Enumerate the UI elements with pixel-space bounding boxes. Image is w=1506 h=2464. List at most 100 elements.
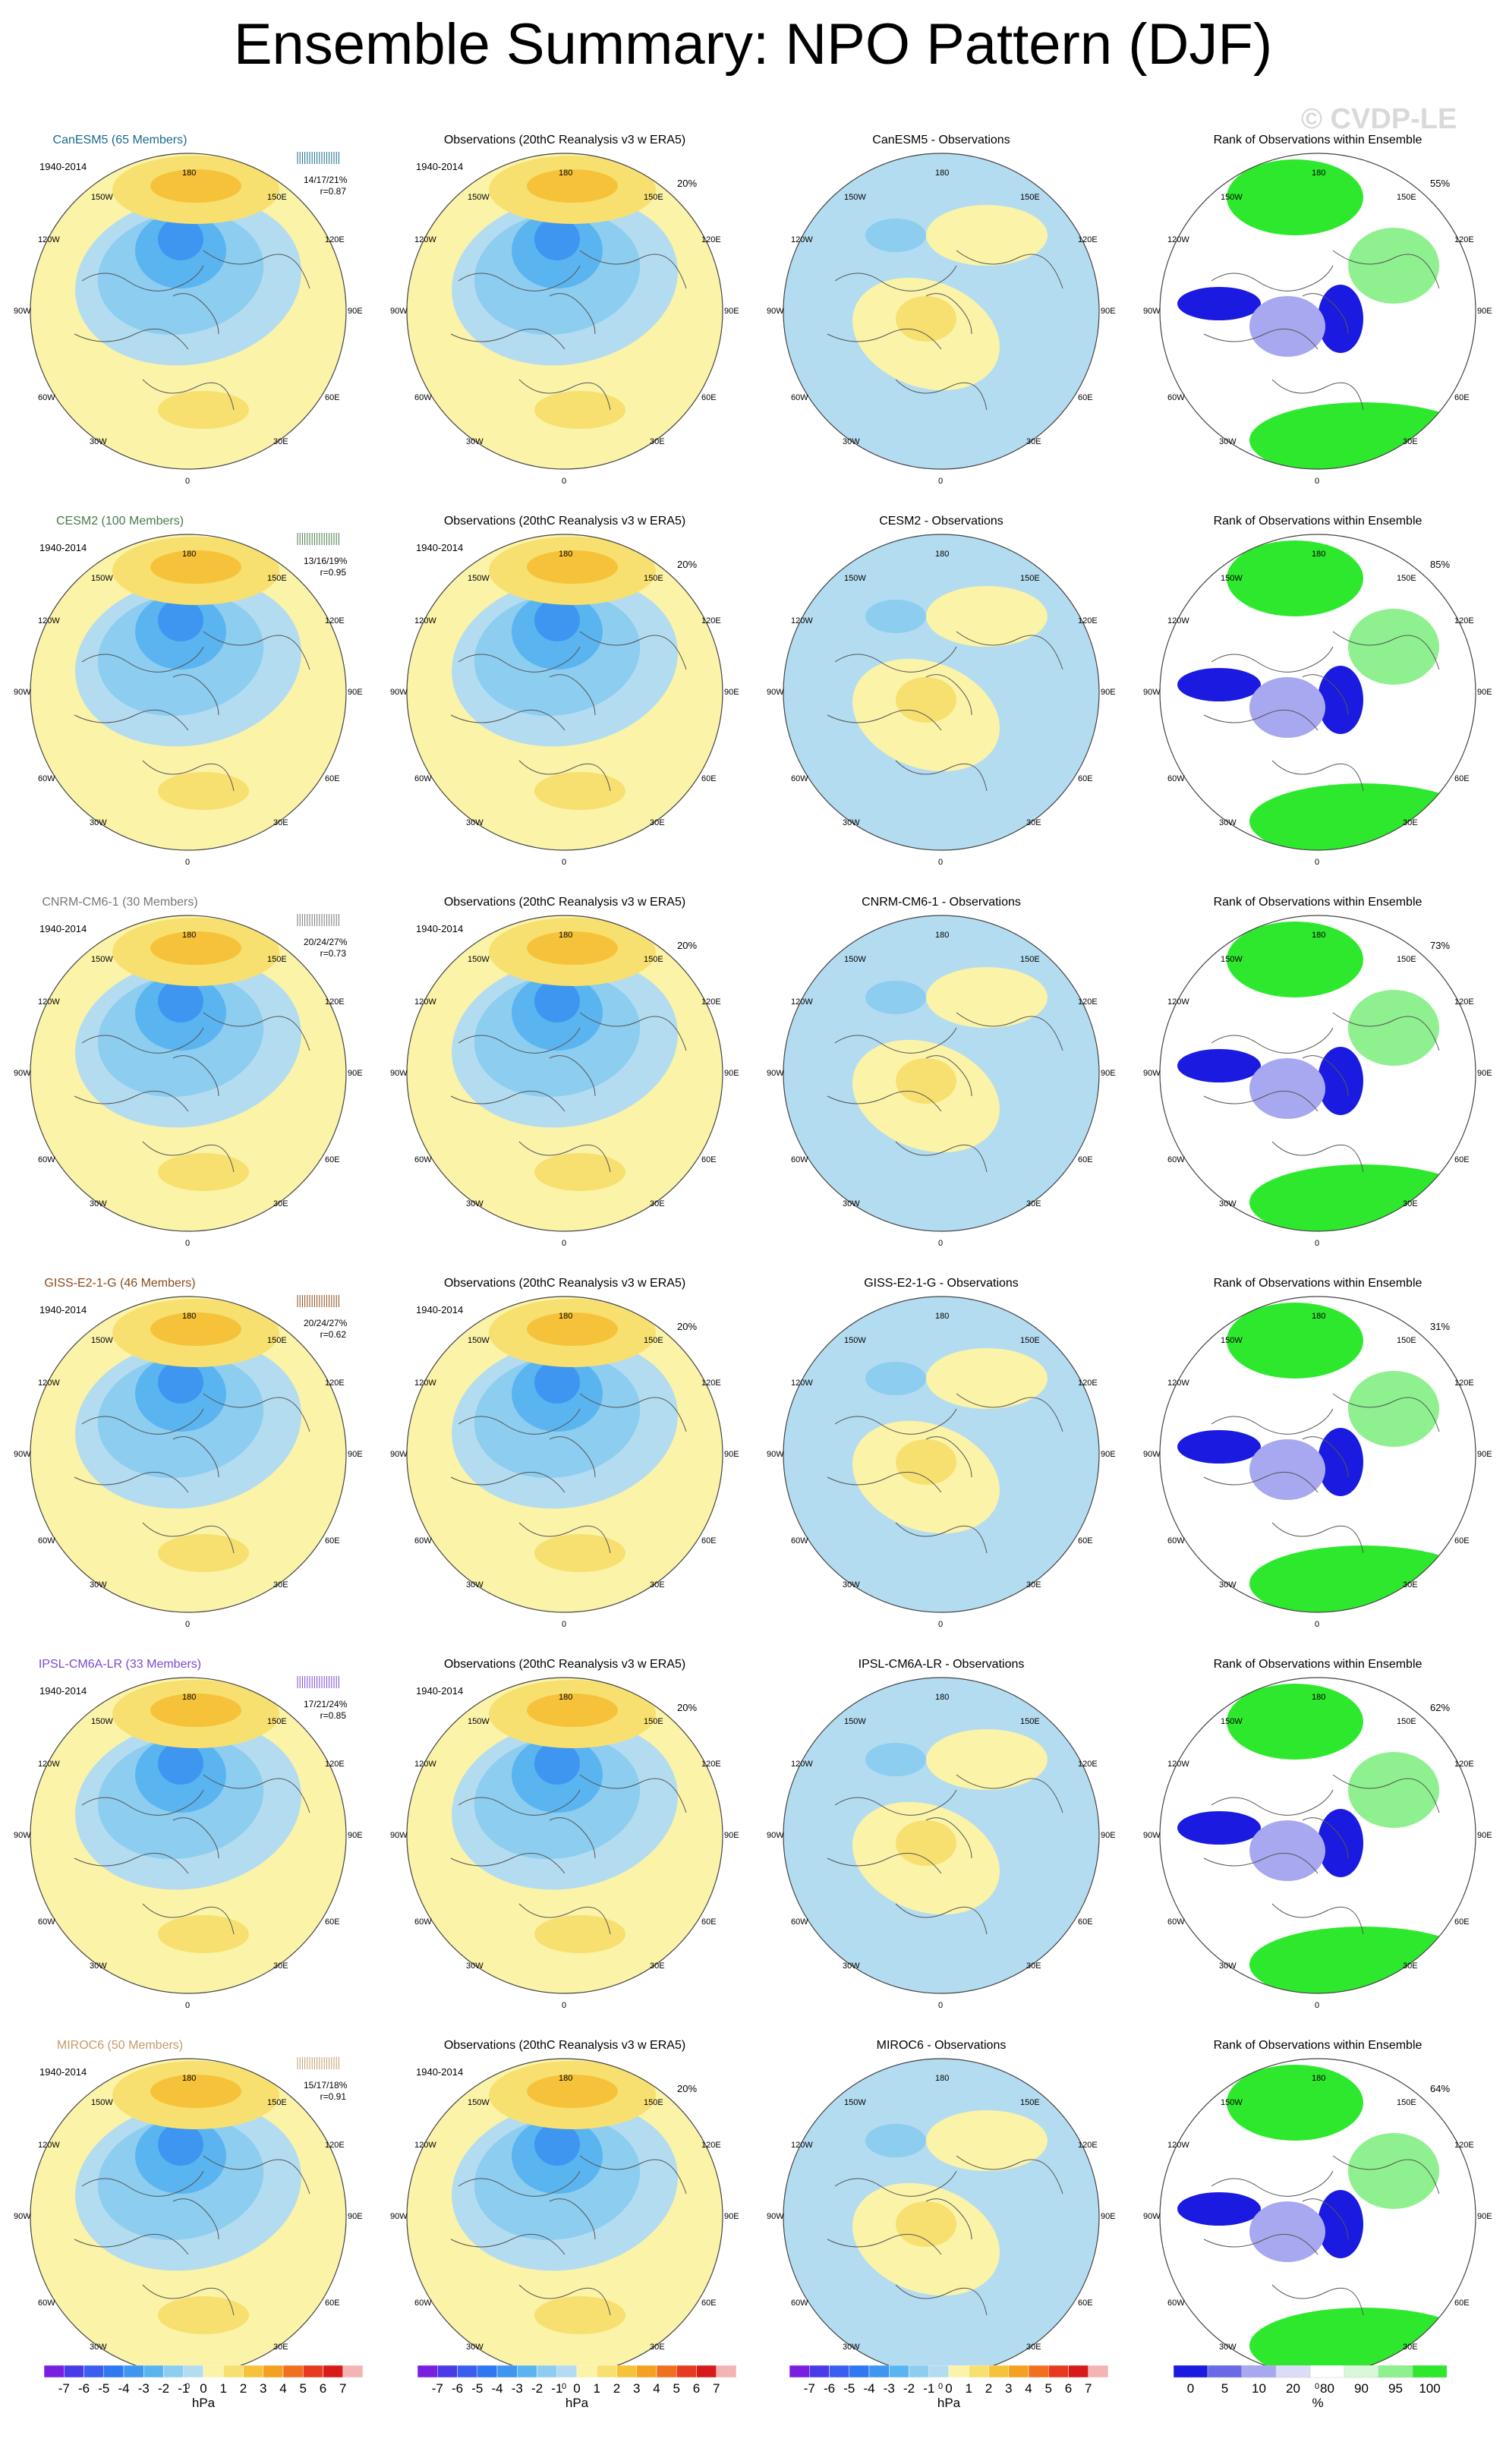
lon-label-top: 180: [1312, 931, 1326, 940]
coastline-1: [450, 1852, 566, 1874]
polar-map: [406, 1677, 723, 1994]
colorbar-svg: -7 -6 -5 -4 -3 -2 -1 0 1 2 3 4 5 6 7: [789, 2365, 1109, 2396]
rank-pct: 64%: [1430, 2083, 1451, 2094]
lon-label-ul1: 150W: [1221, 1717, 1243, 1726]
coastline-2: [1332, 1393, 1440, 1432]
lon-label-right: 90E: [348, 307, 363, 316]
obs-title: Observations (20thC Reanalysis v3 w ERA5…: [443, 515, 686, 528]
coastline-4: [172, 1436, 219, 1478]
lon-label-left: 90W: [390, 688, 408, 697]
model-stats: 20/24/27% r=0.73: [304, 937, 347, 959]
member-ticks: [297, 1295, 339, 1307]
map-boundary: [783, 153, 1100, 470]
lon-label-top: 180: [935, 931, 950, 940]
colorbar-svg: -7 -6 -5 -4 -3 -2 -1 0 1 2 3 4 5 6 7: [417, 2365, 737, 2396]
colorbar-tick-label: -1: [178, 2381, 189, 2396]
diff-neg-0: [865, 981, 926, 1014]
lon-label-lr2: 30E: [1026, 2343, 1041, 2352]
coastline-1: [450, 1471, 566, 1493]
rank-low-0: [1177, 2192, 1261, 2226]
lon-label-top: 180: [1312, 2074, 1326, 2083]
colorbar-tick-label: -7: [804, 2381, 815, 2396]
rank-low-2: [1249, 1058, 1325, 1119]
period-label: 1940-2014: [39, 161, 87, 172]
lon-label-left: 90W: [767, 1831, 784, 1840]
colorbar-swatch: [1008, 2365, 1029, 2378]
lon-label-ul2: 120W: [791, 616, 813, 625]
rank-title: Rank of Observations within Ensemble: [1213, 896, 1423, 909]
colorbar-tick-label: 5: [1221, 2381, 1228, 2396]
polar-map: [406, 534, 723, 851]
coastline-0: [1211, 2170, 1334, 2197]
colorbar-hpa-1: -7 -6 -5 -4 -3 -2 -1 0 1 2 3 4 5 6 7 hPa: [36, 2365, 370, 2449]
lon-label-ll2: 30W: [466, 818, 484, 827]
lon-label-ul2: 120W: [414, 1760, 436, 1769]
colorbar-swatch: [1048, 2365, 1069, 2378]
lon-label-ll1: 60W: [1167, 393, 1185, 402]
colorbar-swatch: [969, 2365, 989, 2378]
anomaly-pos-2: [158, 1915, 249, 1953]
lon-label-right: 90E: [1101, 307, 1116, 316]
coastline-3: [895, 1903, 988, 1935]
lon-label-bottom: 0: [938, 1620, 944, 1629]
stats-r: r=0.91: [320, 2091, 346, 2102]
diff-pos-1: [926, 205, 1048, 266]
colorbar-swatch: [988, 2365, 1009, 2378]
colorbar-tick-label: -7: [432, 2381, 443, 2396]
lon-label-ur1: 150E: [267, 574, 287, 583]
coastline-3: [895, 1141, 988, 1173]
colorbar-unit: hPa: [565, 2396, 589, 2410]
watermark: © CVDP-LE: [1301, 103, 1457, 135]
coastline-3: [518, 2284, 611, 2316]
lon-label-ur1: 150E: [267, 1336, 287, 1345]
lon-label-left: 90W: [390, 2212, 408, 2221]
anomaly-neg-3: [534, 218, 580, 260]
anomaly-pos-2: [534, 391, 625, 429]
lon-label-ul1: 150W: [91, 193, 113, 202]
lon-label-ur1: 150E: [1020, 955, 1040, 964]
lon-label-ll1: 60W: [414, 2299, 432, 2308]
map-panel-r6-c3: MIROC6 - Observations 180 0 90W 90E 150W 120W 6…: [753, 2019, 1130, 2400]
colorbar-hpa-2: -7 -6 -5 -4 -3 -2 -1 0 1 2 3 4 5 6 7 hPa: [410, 2365, 744, 2449]
lon-label-left: 90W: [390, 307, 408, 316]
coastline-0: [458, 646, 581, 673]
coastline-0: [81, 646, 204, 673]
coastline-3: [1271, 1903, 1364, 1935]
colorbar-tick-label: 2: [240, 2381, 247, 2396]
anomaly-pos-1: [527, 1312, 618, 1346]
colorbar-tick-label: 6: [320, 2381, 326, 2396]
colorbar-swatch: [1207, 2365, 1243, 2378]
lon-label-ur2: 120E: [1078, 235, 1098, 244]
colorbar-tick-label: 7: [1085, 2381, 1092, 2396]
rank-high-0: [1227, 1303, 1363, 1379]
lon-label-ul1: 150W: [844, 1717, 866, 1726]
lon-label-top: 180: [182, 169, 197, 178]
polar-map: [1159, 2058, 1476, 2375]
colorbar-swatch: [809, 2365, 830, 2378]
colorbar-tick-label: 3: [260, 2381, 266, 2396]
colorbar-swatch: [1412, 2365, 1448, 2378]
colorbar-swatch: [1028, 2365, 1049, 2378]
colorbar-swatch: [44, 2365, 65, 2378]
polar-map: [783, 534, 1100, 851]
lon-label-ll2: 30W: [466, 1199, 484, 1208]
lon-label-ll2: 30W: [843, 2343, 860, 2352]
coastline-1: [450, 2233, 566, 2255]
rank-pct: 62%: [1430, 1702, 1451, 1713]
lon-label-lr2: 30E: [1026, 1580, 1041, 1590]
anomaly-neg-3: [158, 218, 203, 260]
diff-pos-1: [926, 586, 1048, 647]
lon-label-left: 90W: [1143, 1069, 1161, 1078]
lon-label-right: 90E: [1101, 2212, 1116, 2221]
coastline-1: [450, 1090, 566, 1112]
colorbar-tick-label: -6: [452, 2381, 463, 2396]
colorbar-tick-label: -7: [58, 2381, 70, 2396]
diff-title: CESM2 - Observations: [879, 515, 1003, 528]
colorbar-swatch: [243, 2365, 263, 2378]
colorbar-swatch: [83, 2365, 104, 2378]
coastline-3: [895, 760, 988, 792]
colorbar-tick-label: 5: [1045, 2381, 1052, 2396]
diff-neg-0: [865, 1743, 926, 1776]
model-title: CNRM-CM6-1 (30 Members): [42, 896, 198, 909]
model-stats: 17/21/24% r=0.85: [304, 1699, 347, 1722]
